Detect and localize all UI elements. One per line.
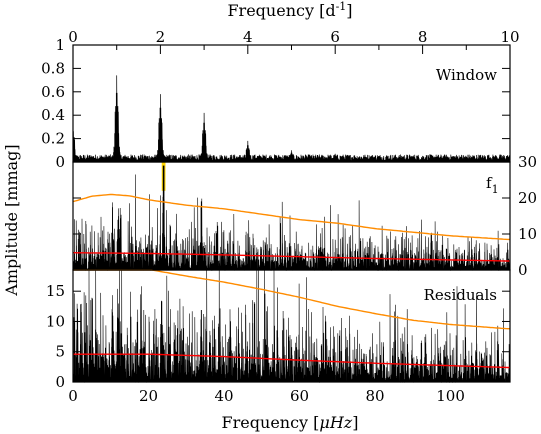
top-axis-title-exp: -1: [336, 0, 347, 13]
f1-label: f1: [486, 174, 499, 196]
residuals-label: Residuals: [424, 286, 497, 304]
f1-label-main: f: [486, 174, 493, 192]
y-tick-label: 0: [55, 373, 65, 391]
top-axis-title-main: Frequency [d: [227, 1, 335, 20]
bottom-x-tick-label: 0: [68, 387, 78, 405]
bottom-x-tick-label: 100: [436, 387, 465, 405]
bottom-axis-title-unit: μHz: [319, 413, 352, 432]
top-axis-title: Frequency [d-1]: [227, 0, 352, 20]
top-axis-title-end: ]: [346, 1, 352, 20]
y-tick-label: 1: [55, 36, 65, 54]
y-tick-label: 0: [55, 153, 65, 171]
top-x-tick-label: 0: [68, 28, 78, 46]
residuals-mean-noise-curve: [73, 353, 510, 369]
window-panel-frame: [72, 44, 511, 163]
window-function-series: [72, 75, 511, 163]
bottom-axis-title: Frequency [μHz]: [222, 413, 359, 432]
axis-ticks: [72, 44, 511, 383]
f1-threshold-curve: [72, 193, 510, 241]
window-label: Window: [436, 66, 497, 84]
bottom-x-tick-label: 20: [139, 387, 158, 405]
bottom-x-tick-label: 60: [290, 387, 309, 405]
top-x-tick-label: 2: [156, 28, 166, 46]
f1-amplitude-series: [72, 174, 511, 272]
bottom-x-tick-label: 80: [366, 387, 385, 405]
top-x-tick-label: 4: [243, 28, 253, 46]
f1-mean-noise-curve: [73, 252, 510, 262]
y-tick-label: 0.4: [41, 106, 65, 124]
y-tick-label: 5: [55, 343, 65, 361]
y-tick-label: 10: [46, 312, 65, 330]
plot-content: [72, 75, 511, 384]
top-x-tick-label: 10: [500, 28, 519, 46]
y-tick-label: 10: [518, 225, 537, 243]
y-tick-label: 30: [518, 153, 537, 171]
y-tick-label: 0.2: [41, 130, 65, 148]
y-tick-label: 0.8: [41, 59, 65, 77]
f1-label-sub: 1: [492, 183, 499, 196]
y-tick-label: 15: [46, 282, 65, 300]
residuals-panel-frame: [72, 269, 511, 383]
top-x-tick-label: 8: [418, 28, 428, 46]
bottom-axis-title-end: ]: [352, 413, 358, 432]
bottom-x-tick-label: 40: [214, 387, 233, 405]
y-tick-label: 20: [518, 189, 537, 207]
top-x-tick-label: 6: [330, 28, 340, 46]
y-tick-label: 0: [518, 261, 528, 279]
y-tick-label: 0.6: [41, 83, 65, 101]
y-axis-title: Amplitude [mmag]: [2, 144, 21, 296]
bottom-axis-title-main: Frequency [: [222, 413, 320, 432]
